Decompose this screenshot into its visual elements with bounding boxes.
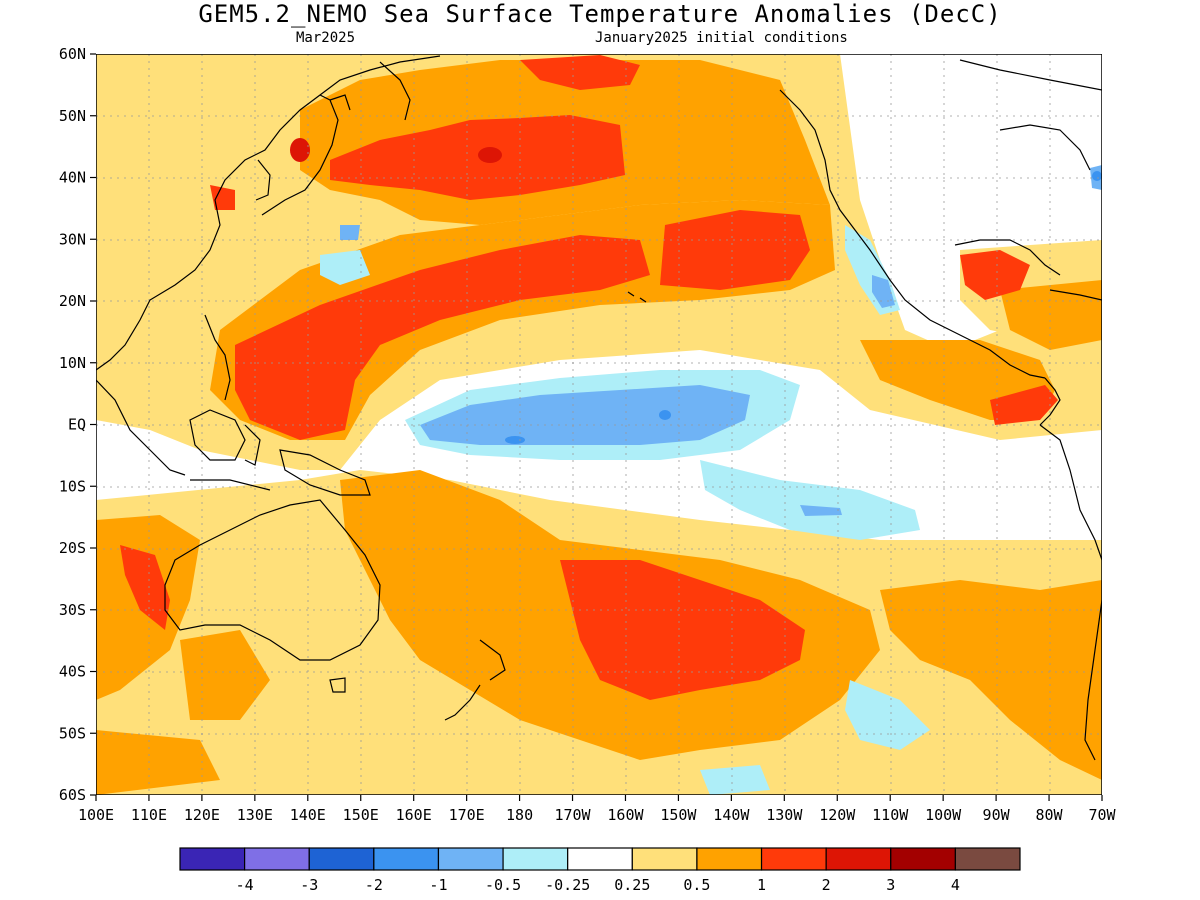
- lon-tick-label: 120W: [819, 806, 856, 824]
- colorbar-label: 1: [757, 876, 766, 894]
- lon-tick-label: 110W: [872, 806, 909, 824]
- lat-tick-label: 30N: [59, 230, 86, 248]
- colorbar-label: -1: [429, 876, 447, 894]
- lon-tick-label: 170W: [554, 806, 591, 824]
- colorbar-label: -0.5: [485, 876, 521, 894]
- longitude-axis: 100E 110E 120E 130E 140E 150E 160E 170E 180 170W 1…: [78, 795, 1117, 824]
- lon-tick-label: 70W: [1088, 806, 1116, 824]
- lon-tick-label: 130E: [237, 806, 273, 824]
- lat-tick-label: 10S: [59, 477, 86, 495]
- lat-tick-label: 20N: [59, 292, 86, 310]
- initial-conditions: January2025 initial conditions: [595, 30, 848, 46]
- anomaly-region-1: [120, 55, 1058, 700]
- colorbar-swatch: [567, 847, 633, 871]
- lat-tick-label: 60N: [59, 45, 86, 63]
- colorbar-label: -4: [236, 876, 254, 894]
- lat-tick-label: 50S: [59, 724, 86, 742]
- lon-tick-label: 120E: [184, 806, 220, 824]
- colorbar-swatch: [631, 847, 698, 871]
- graticule: [96, 54, 1102, 795]
- lon-tick-label: 100W: [925, 806, 962, 824]
- lon-tick-label: 80W: [1036, 806, 1064, 824]
- lat-tick-label: 10N: [59, 354, 86, 372]
- lon-tick-label: 180: [506, 806, 533, 824]
- lon-tick-label: 160W: [607, 806, 644, 824]
- lon-tick-label: 150W: [660, 806, 697, 824]
- lat-tick-label: 20S: [59, 539, 86, 557]
- colorbar-swatch: [244, 847, 310, 871]
- colorbar-swatch: [954, 847, 1021, 871]
- latitude-axis: 60N 50N 40N 30N 20N 10N EQ 10S 20S 30S 40S 50S 60S: [59, 45, 96, 804]
- colorbar-label: -3: [300, 876, 318, 894]
- lon-tick-label: 140E: [290, 806, 326, 824]
- map-plot-area: [96, 54, 1102, 795]
- coastlines: [96, 55, 1102, 761]
- lon-tick-label: 150E: [343, 806, 379, 824]
- color-legend: -4 -3 -2 -1 -0.5 -0.25 0.25 0.5 1 2 3 4: [179, 847, 1021, 894]
- lon-tick-label: 140W: [713, 806, 750, 824]
- lon-tick-label: 90W: [983, 806, 1011, 824]
- lat-tick-label: 30S: [59, 601, 86, 619]
- colorbar-swatch: [502, 847, 569, 871]
- colorbar-swatch: [373, 847, 440, 871]
- colorbar-label: -2: [365, 876, 383, 894]
- anomaly-region-neg1: [505, 171, 1102, 444]
- colorbar-swatch: [825, 847, 892, 871]
- colorbar-label: 4: [951, 876, 960, 894]
- colorbar-label: 0.25: [614, 876, 650, 894]
- lat-tick-label: 40S: [59, 663, 86, 681]
- colorbar-swatch: [696, 847, 763, 871]
- anomaly-region-2: [290, 138, 502, 163]
- lon-tick-label: 160E: [396, 806, 432, 824]
- colorbar-swatch: [179, 847, 246, 871]
- lat-tick-label: EQ: [68, 416, 86, 434]
- lon-tick-label: 100E: [78, 806, 114, 824]
- lat-tick-label: 50N: [59, 107, 86, 125]
- lon-tick-label: 170E: [449, 806, 485, 824]
- colorbar-label: 2: [822, 876, 831, 894]
- colorbar-swatch: [760, 847, 827, 871]
- lat-tick-label: 40N: [59, 169, 86, 187]
- lon-tick-label: 110E: [131, 806, 167, 824]
- colorbar-swatch: [308, 847, 375, 871]
- colorbar-label: -0.25: [545, 876, 590, 894]
- colorbar-label: 0.5: [683, 876, 710, 894]
- map-title: GEM5.2_NEMO Sea Surface Temperature Anom…: [198, 0, 1002, 28]
- anomaly-region-neg0p5: [340, 165, 1102, 516]
- forecast-month: Mar2025: [296, 30, 356, 46]
- lat-tick-label: 60S: [59, 786, 86, 804]
- colorbar-label: 3: [886, 876, 895, 894]
- colorbar-swatch: [437, 847, 504, 871]
- lon-tick-label: 130W: [766, 806, 803, 824]
- colorbar-swatch: [890, 847, 956, 871]
